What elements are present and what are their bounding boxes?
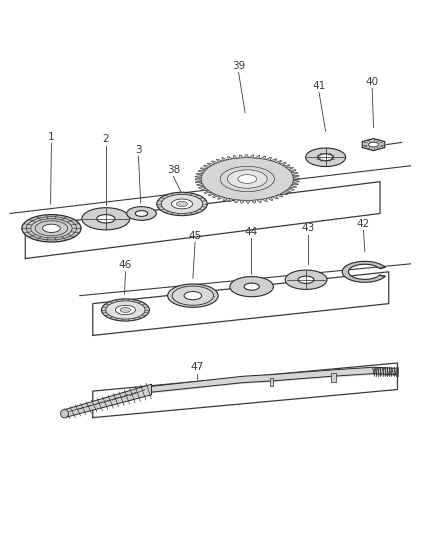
- Text: 38: 38: [167, 165, 180, 175]
- Ellipse shape: [171, 199, 193, 209]
- Ellipse shape: [135, 211, 148, 216]
- Polygon shape: [64, 384, 152, 418]
- Ellipse shape: [368, 142, 378, 147]
- Ellipse shape: [161, 195, 203, 214]
- Ellipse shape: [42, 224, 60, 232]
- Text: 47: 47: [191, 362, 204, 372]
- Ellipse shape: [35, 221, 68, 236]
- Ellipse shape: [31, 219, 72, 238]
- Text: 40: 40: [366, 77, 379, 87]
- Ellipse shape: [168, 284, 218, 308]
- Ellipse shape: [177, 201, 187, 206]
- Ellipse shape: [184, 292, 202, 300]
- Ellipse shape: [306, 148, 346, 166]
- Ellipse shape: [285, 270, 327, 289]
- Ellipse shape: [230, 277, 273, 297]
- Ellipse shape: [244, 283, 259, 290]
- Polygon shape: [270, 378, 273, 386]
- Polygon shape: [331, 373, 336, 382]
- Ellipse shape: [157, 192, 207, 216]
- Text: 39: 39: [232, 61, 245, 71]
- Ellipse shape: [60, 409, 68, 418]
- Ellipse shape: [22, 215, 81, 242]
- Text: 43: 43: [302, 223, 315, 233]
- Ellipse shape: [106, 301, 145, 319]
- Ellipse shape: [238, 175, 257, 183]
- Text: 44: 44: [244, 227, 258, 237]
- Ellipse shape: [220, 166, 275, 191]
- Ellipse shape: [120, 308, 131, 312]
- Ellipse shape: [298, 276, 314, 284]
- Ellipse shape: [318, 154, 333, 161]
- Ellipse shape: [82, 208, 130, 230]
- Polygon shape: [342, 261, 385, 282]
- Ellipse shape: [201, 158, 293, 200]
- Polygon shape: [195, 155, 300, 203]
- Text: 42: 42: [357, 219, 370, 229]
- Ellipse shape: [127, 207, 156, 220]
- Text: 3: 3: [135, 145, 142, 155]
- Text: 1: 1: [48, 132, 55, 142]
- Text: 46: 46: [119, 261, 132, 270]
- Text: 41: 41: [312, 81, 326, 91]
- Ellipse shape: [172, 286, 214, 305]
- Ellipse shape: [102, 299, 149, 321]
- Ellipse shape: [26, 217, 77, 240]
- Polygon shape: [362, 139, 385, 151]
- Text: 45: 45: [188, 231, 201, 241]
- Text: 2: 2: [102, 134, 109, 144]
- Ellipse shape: [97, 215, 115, 223]
- Ellipse shape: [115, 305, 135, 314]
- Ellipse shape: [227, 170, 267, 188]
